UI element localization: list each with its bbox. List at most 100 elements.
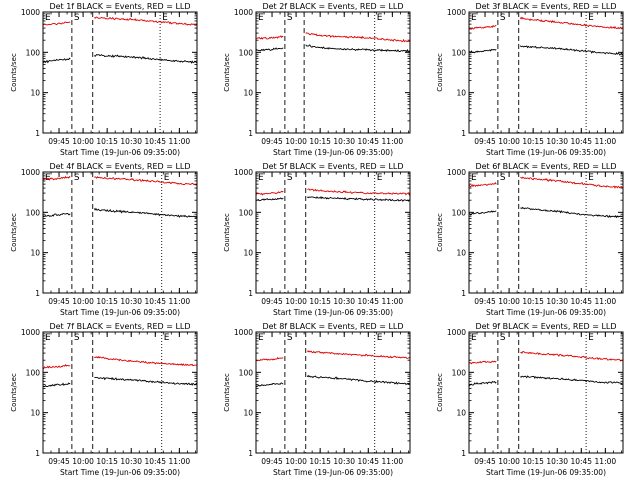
series-line-events [469, 375, 623, 387]
series-line-lld [43, 16, 197, 26]
y-tick-label: 1000 [447, 168, 466, 177]
series-line-lld [43, 175, 197, 186]
y-tick-label: 10 [243, 89, 253, 98]
x-tick-label: 10:00 [285, 457, 307, 466]
x-axis-label: Start Time (19-Jun-06 09:35:00) [60, 308, 180, 317]
chart-title: Det 3f BLACK = Events, RED = LLD [475, 2, 616, 11]
x-axis-label: Start Time (19-Jun-06 09:35:00) [486, 468, 606, 477]
y-axis-label: Counts/sec [436, 373, 444, 412]
y-tick-label: 100 [26, 208, 41, 217]
y-tick-label: 10 [30, 89, 40, 98]
time-marker-label: E [164, 333, 170, 343]
x-tick-label: 10:15 [522, 297, 544, 306]
chart-panel-7: Det 7f BLACK = Events, RED = LLD Counts/s… [10, 322, 198, 477]
y-tick-label: 1000 [21, 328, 40, 337]
x-tick-label: 10:30 [333, 457, 355, 466]
x-tick-label: 11:00 [382, 137, 404, 146]
y-tick-label: 1 [248, 289, 253, 298]
series-line-events [43, 53, 197, 64]
time-marker-label: E [258, 13, 264, 23]
x-axis-label: Start Time (19-Jun-06 09:35:00) [273, 308, 393, 317]
x-tick-label: 10:15 [309, 137, 331, 146]
x-tick-label: 10:45 [570, 137, 592, 146]
time-marker-label: E [377, 173, 383, 183]
y-tick-label: 1 [35, 449, 40, 458]
time-marker-label: E [45, 173, 51, 183]
x-tick-label: 10:00 [498, 457, 520, 466]
time-marker-label: S [74, 13, 80, 23]
x-tick-label: 09:45 [474, 457, 496, 466]
x-tick-label: 10:30 [333, 297, 355, 306]
y-tick-label: 10 [30, 409, 40, 418]
x-tick-label: 10:15 [96, 297, 118, 306]
time-marker-label: E [471, 13, 477, 23]
time-marker-label: E [588, 173, 594, 183]
x-tick-label: 09:45 [474, 297, 496, 306]
x-tick-label: 11:00 [595, 457, 617, 466]
y-tick-label: 100 [239, 368, 254, 377]
y-axis-label: Counts/sec [436, 53, 444, 92]
time-marker-label: S [287, 173, 293, 183]
x-tick-label: 10:15 [96, 457, 118, 466]
x-tick-label: 10:30 [333, 137, 355, 146]
plot-frame [42, 171, 198, 294]
chart-panel-4: Det 4f BLACK = Events, RED = LLD Counts/s… [10, 162, 198, 317]
time-marker-label: S [500, 173, 506, 183]
time-marker-label: E [471, 333, 477, 343]
plot-frame [42, 331, 198, 454]
x-axis-label: Start Time (19-Jun-06 09:35:00) [486, 148, 606, 157]
x-tick-label: 10:15 [522, 457, 544, 466]
x-tick-label: 11:00 [169, 297, 191, 306]
series-line-lld [256, 188, 410, 196]
x-tick-label: 10:00 [285, 137, 307, 146]
y-tick-label: 1000 [234, 328, 253, 337]
x-tick-label: 10:00 [498, 137, 520, 146]
time-marker-label: S [500, 333, 506, 343]
x-tick-label: 11:00 [169, 457, 191, 466]
plot-frame [468, 171, 624, 294]
x-axis-label: Start Time (19-Jun-06 09:35:00) [60, 148, 180, 157]
y-tick-label: 1000 [447, 328, 466, 337]
y-tick-label: 10 [243, 249, 253, 258]
time-marker-label: E [162, 13, 168, 23]
y-axis-label: Counts/sec [223, 373, 231, 412]
y-tick-label: 1 [248, 129, 253, 138]
y-axis-label: Counts/sec [223, 53, 231, 92]
x-axis-label: Start Time (19-Jun-06 09:35:00) [60, 468, 180, 477]
time-marker-label: S [287, 333, 293, 343]
x-tick-label: 10:30 [546, 457, 568, 466]
chart-title: Det 2f BLACK = Events, RED = LLD [262, 2, 403, 11]
time-marker-label: E [45, 333, 51, 343]
x-tick-label: 10:45 [570, 297, 592, 306]
x-tick-label: 10:45 [144, 457, 166, 466]
x-axis-label: Start Time (19-Jun-06 09:35:00) [273, 148, 393, 157]
x-tick-label: 10:00 [72, 457, 94, 466]
x-tick-label: 09:45 [261, 137, 283, 146]
series-line-events [256, 374, 410, 388]
x-tick-label: 10:30 [120, 137, 142, 146]
y-axis-label: Counts/sec [10, 53, 18, 92]
x-tick-label: 10:45 [570, 457, 592, 466]
x-tick-label: 11:00 [382, 457, 404, 466]
y-tick-label: 10 [456, 409, 466, 418]
x-tick-label: 11:00 [169, 137, 191, 146]
series-line-lld [256, 32, 410, 43]
x-tick-label: 10:45 [144, 297, 166, 306]
x-tick-label: 10:00 [285, 297, 307, 306]
x-tick-label: 09:45 [48, 297, 70, 306]
series-line-lld [43, 356, 197, 370]
chart-panel-5: Det 5f BLACK = Events, RED = LLD Counts/s… [223, 162, 411, 317]
x-tick-label: 09:45 [261, 457, 283, 466]
chart-panel-1: Det 1f BLACK = Events, RED = LLD Counts/s… [10, 2, 198, 157]
x-tick-label: 11:00 [595, 297, 617, 306]
series-line-events [43, 207, 197, 218]
time-marker-label: E [164, 173, 170, 183]
time-marker-label: S [74, 173, 80, 183]
series-line-events [469, 206, 623, 219]
x-tick-label: 10:45 [357, 457, 379, 466]
x-tick-label: 10:15 [522, 137, 544, 146]
y-tick-label: 1 [35, 289, 40, 298]
time-marker-label: E [377, 13, 383, 23]
